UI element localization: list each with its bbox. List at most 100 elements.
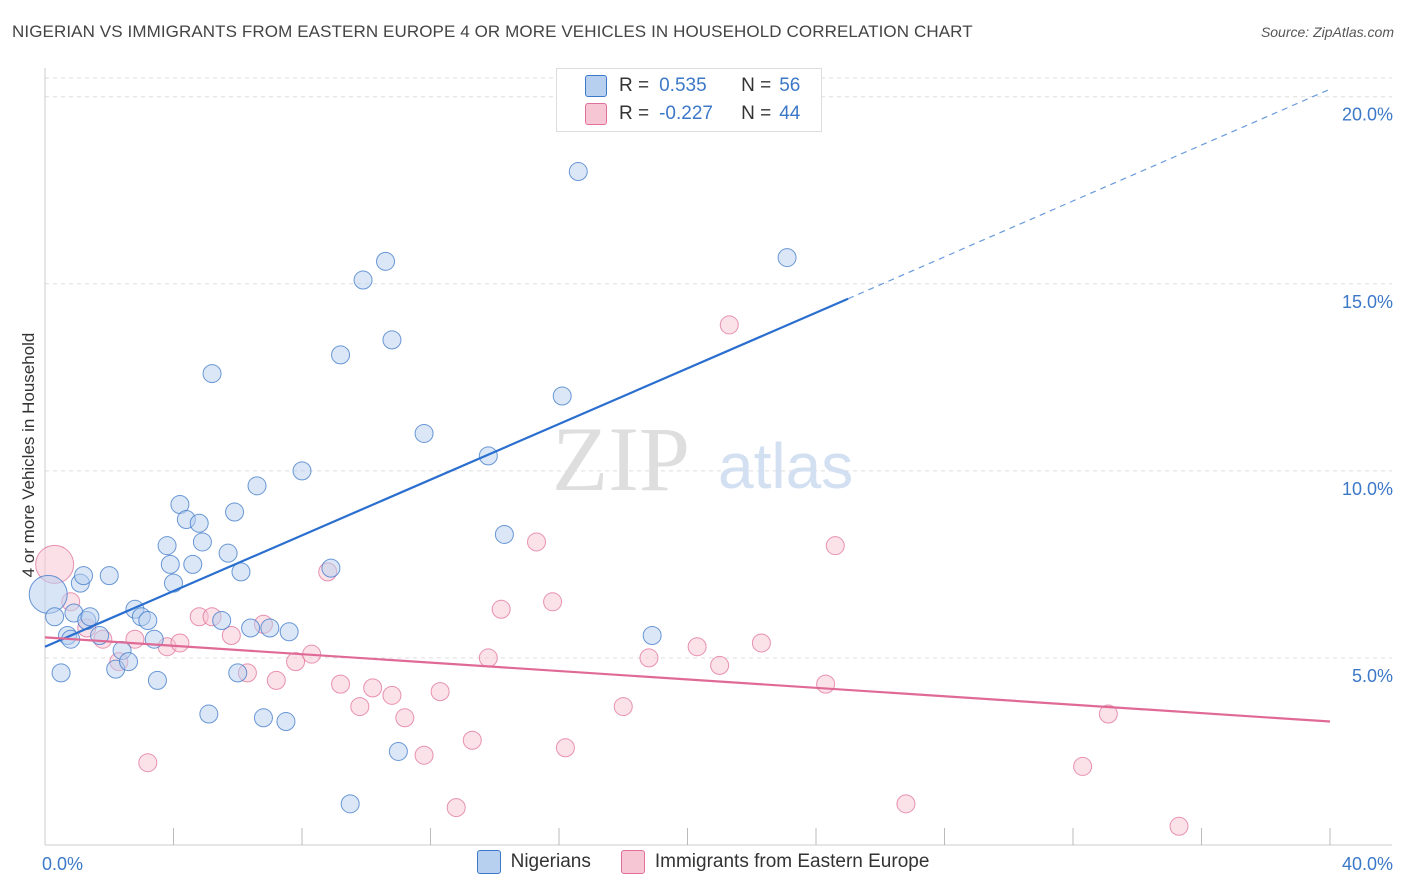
point-nigerian [353, 270, 373, 290]
y-tick-label: 20.0% [1342, 105, 1393, 125]
point-nigerian [138, 611, 158, 631]
point-nigerian [119, 652, 139, 672]
point-eastern-europe [527, 532, 547, 552]
point-nigerian [494, 524, 514, 544]
trend-line-eastern-europe [44, 636, 1331, 723]
point-nigerian [212, 611, 232, 631]
legend-label: Nigerians [510, 851, 591, 872]
legend-row-eastern-europe: R = -0.227 N = 44 [585, 100, 800, 128]
point-nigerian [74, 566, 94, 586]
legend-item-nigerians[interactable]: Nigerians [476, 850, 591, 874]
point-nigerian [99, 566, 119, 586]
point-nigerian [382, 330, 402, 350]
y-tick-label: 5.0% [1352, 666, 1393, 686]
point-nigerian [225, 502, 245, 522]
point-nigerian [247, 476, 267, 496]
point-eastern-europe [613, 697, 633, 717]
point-nigerian [292, 461, 312, 481]
x-tick-label: 40.0% [1342, 854, 1393, 874]
watermark-atlas: atlas [718, 430, 853, 502]
point-eastern-europe [414, 745, 434, 765]
point-eastern-europe [478, 648, 498, 668]
point-nigerian [414, 423, 434, 443]
legend-swatch-blue [585, 75, 607, 97]
legend-label: Immigrants from Eastern Europe [654, 851, 930, 872]
point-nigerian [157, 536, 177, 556]
point-nigerian [279, 622, 299, 642]
legend-n-key: N = [741, 103, 772, 124]
point-eastern-europe [825, 536, 845, 556]
legend-series: Nigerians Immigrants from Eastern Europe [0, 850, 1406, 874]
y-tick-labels: 5.0% 10.0% 15.0% 20.0% [1342, 105, 1393, 686]
legend-swatch-blue [476, 850, 501, 874]
point-nigerian [80, 607, 100, 627]
point-nigerian [160, 554, 180, 574]
legend-row-nigerians: R = 0.535 N = 56 [585, 72, 800, 100]
point-nigerian [241, 618, 261, 638]
point-nigerian [478, 446, 498, 466]
point-nigerian [253, 708, 273, 728]
legend-item-eastern-europe[interactable]: Immigrants from Eastern Europe [620, 850, 930, 874]
x-tick-label: 0.0% [42, 854, 83, 874]
legend-n-value: 44 [779, 103, 801, 124]
point-eastern-europe [331, 674, 351, 694]
point-nigerian [192, 532, 212, 552]
y-axis-title: 4 or more Vehicles in Household [19, 333, 38, 578]
point-eastern-europe [1098, 704, 1118, 724]
point-eastern-europe [719, 315, 739, 335]
point-nigerian [202, 364, 222, 384]
point-eastern-europe [639, 648, 659, 668]
point-eastern-europe [395, 708, 415, 728]
axes [44, 68, 1392, 846]
legend-n-key: N = [741, 75, 772, 96]
point-nigerian [228, 663, 248, 683]
point-eastern-europe [221, 625, 241, 645]
legend-r-key: R = [619, 75, 650, 96]
point-eastern-europe [286, 652, 306, 672]
legend-swatch-pink [585, 103, 607, 125]
point-nigerian [147, 670, 167, 690]
point-nigerian [199, 704, 219, 724]
point-nigerian [340, 794, 360, 814]
point-eastern-europe [751, 633, 771, 653]
watermark: ZIP atlas [552, 408, 853, 510]
point-nigerian [777, 248, 797, 268]
legend-r-value: 0.535 [659, 75, 707, 96]
point-nigerian [28, 574, 68, 614]
x-tick-labels: 0.0% 40.0% [42, 854, 1393, 874]
legend-stats: R = 0.535 N = 56 R = -0.227 N = 44 [556, 68, 822, 132]
point-nigerian [331, 345, 351, 365]
point-eastern-europe [430, 682, 450, 702]
y-tick-label: 15.0% [1342, 292, 1393, 312]
y-tick-label: 10.0% [1342, 479, 1393, 499]
point-eastern-europe [1169, 816, 1189, 836]
point-nigerian [260, 618, 280, 638]
watermark-zip: ZIP [552, 408, 690, 510]
point-eastern-europe [170, 633, 190, 653]
source-label: Source: ZipAtlas.com [1260, 24, 1394, 40]
point-eastern-europe [543, 592, 563, 612]
point-eastern-europe [363, 678, 383, 698]
point-nigerian [51, 663, 71, 683]
point-eastern-europe [555, 738, 575, 758]
point-nigerian [189, 513, 209, 533]
legend-swatch-pink [620, 850, 645, 874]
point-nigerian [388, 741, 408, 761]
point-nigerian [276, 712, 296, 732]
point-eastern-europe [350, 697, 370, 717]
point-nigerian [183, 554, 203, 574]
legend-n-value: 56 [779, 75, 801, 96]
trend-lines [44, 88, 1331, 723]
point-nigerian [218, 543, 238, 563]
point-eastern-europe [382, 685, 402, 705]
point-nigerian [552, 386, 572, 406]
point-eastern-europe [687, 637, 707, 657]
trend-line-nigerians [44, 297, 849, 648]
point-eastern-europe [816, 674, 836, 694]
legend-r-value: -0.227 [659, 103, 713, 124]
point-eastern-europe [710, 655, 730, 675]
point-nigerian [321, 558, 341, 578]
trend-line-nigerians-extension [847, 88, 1331, 300]
legend-r-key: R = [619, 103, 650, 124]
